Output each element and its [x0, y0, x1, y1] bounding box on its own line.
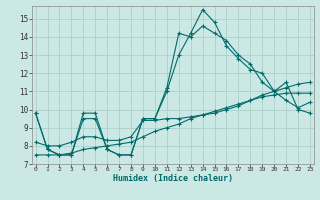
X-axis label: Humidex (Indice chaleur): Humidex (Indice chaleur) [113, 174, 233, 183]
